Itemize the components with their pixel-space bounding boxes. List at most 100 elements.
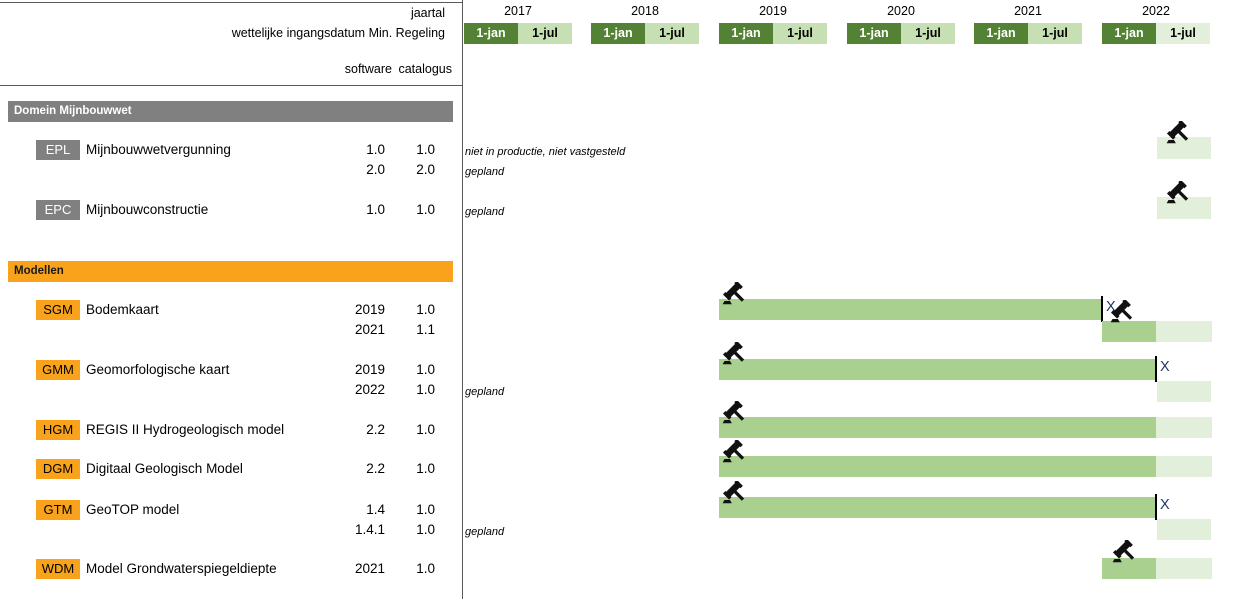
jaartal-value: 2.2 bbox=[366, 422, 385, 437]
jaartal-value: 2019 bbox=[354, 302, 385, 317]
gavel-icon bbox=[1165, 121, 1191, 147]
half-year-cell-jul: 1-jul bbox=[1156, 23, 1210, 44]
column-header-catalogus: catalogus bbox=[398, 62, 452, 76]
row-name-gmm: Geomorfologische kaart bbox=[86, 362, 230, 377]
gavel-icon bbox=[1111, 540, 1137, 566]
year-label: 2019 bbox=[759, 4, 787, 18]
row-name-dgm: Digitaal Geologisch Model bbox=[86, 461, 243, 476]
half-year-cell-jul: 1-jul bbox=[518, 23, 572, 44]
catalogus-value: 1.0 bbox=[416, 422, 435, 437]
year-label: 2021 bbox=[1014, 4, 1042, 18]
jaartal-value: 2.2 bbox=[366, 461, 385, 476]
gantt-bar-planned-sgm-v1-1 bbox=[1156, 321, 1212, 342]
row-code-badge-epl: EPL bbox=[36, 140, 80, 160]
jaartal-value: 1.0 bbox=[366, 202, 385, 217]
row-name-epl: Mijnbouwwetvergunning bbox=[86, 142, 231, 157]
row-name-wdm: Model Grondwaterspiegeldiepte bbox=[86, 561, 277, 576]
half-year-cell-jan: 1-jan bbox=[974, 23, 1028, 44]
section-header-domein-mijnbouwwet: Domein Mijnbouwwet bbox=[8, 101, 453, 122]
panel-separator-line bbox=[462, 0, 463, 599]
row-code-badge-epc: EPC bbox=[36, 200, 80, 220]
row-code-badge-dgm: DGM bbox=[36, 459, 80, 479]
status-note: gepland bbox=[465, 166, 505, 178]
half-year-cell-jul: 1-jul bbox=[773, 23, 827, 44]
end-x-mark: X bbox=[1106, 299, 1116, 315]
jaartal-value: 2022 bbox=[354, 382, 385, 397]
jaartal-value: 1.4 bbox=[366, 502, 385, 517]
jaartal-value: 1.0 bbox=[366, 142, 385, 157]
header-separator-line bbox=[0, 85, 462, 86]
year-label: 2018 bbox=[631, 4, 659, 18]
catalogus-value: 1.1 bbox=[416, 322, 435, 337]
year-label: 2022 bbox=[1142, 4, 1170, 18]
jaartal-value: 2021 bbox=[354, 561, 385, 576]
half-year-cell-jan: 1-jan bbox=[719, 23, 773, 44]
gantt-bar-sgm-v1-1 bbox=[1102, 321, 1156, 342]
catalogus-value: 1.0 bbox=[416, 502, 435, 517]
end-tick bbox=[1101, 296, 1103, 322]
row-code-badge-sgm: SGM bbox=[36, 300, 80, 320]
row-name-hgm: REGIS II Hydrogeologisch model bbox=[86, 422, 285, 437]
end-x-mark: X bbox=[1160, 359, 1170, 375]
catalogus-value: 2.0 bbox=[416, 162, 435, 177]
gavel-icon bbox=[721, 282, 747, 308]
gavel-icon bbox=[721, 440, 747, 466]
gantt-bar-planned-gtm-v1-4-1 bbox=[1157, 519, 1211, 540]
year-column-2020: 2020 1-jan 1-jul bbox=[847, 4, 955, 44]
column-header-jaartal: jaartal bbox=[410, 6, 445, 20]
status-note: gepland bbox=[465, 526, 505, 538]
end-x-mark: X bbox=[1160, 497, 1170, 513]
half-year-cell-jan: 1-jan bbox=[464, 23, 518, 44]
row-name-sgm: Bodemkaart bbox=[86, 302, 159, 317]
half-year-cell-jul: 1-jul bbox=[645, 23, 699, 44]
row-name-epc: Mijnbouwconstructie bbox=[86, 202, 209, 217]
gavel-icon bbox=[1109, 300, 1135, 326]
jaartal-value: 2.0 bbox=[366, 162, 385, 177]
gavel-icon bbox=[721, 342, 747, 368]
row-code-badge-gmm: GMM bbox=[36, 360, 80, 380]
gantt-bar-wdm bbox=[1102, 558, 1156, 579]
section-header-modellen: Modellen bbox=[8, 261, 453, 282]
column-header-regeling: wettelijke ingangsdatum Min. Regeling bbox=[231, 26, 445, 40]
gantt-bar-sgm-v1 bbox=[719, 299, 1102, 320]
catalogus-value: 1.0 bbox=[416, 461, 435, 476]
half-year-cell-jan: 1-jan bbox=[1102, 23, 1156, 44]
catalogus-value: 1.0 bbox=[416, 561, 435, 576]
jaartal-value: 2019 bbox=[354, 362, 385, 377]
status-note: gepland bbox=[465, 206, 505, 218]
jaartal-value: 2021 bbox=[354, 322, 385, 337]
gantt-bar-planned-hgm bbox=[1156, 417, 1212, 438]
catalogus-value: 1.0 bbox=[416, 302, 435, 317]
gantt-bar-gmm-v1 bbox=[719, 359, 1156, 380]
half-year-cell-jan: 1-jan bbox=[847, 23, 901, 44]
year-column-2017: 2017 1-jan 1-jul bbox=[464, 4, 572, 44]
year-column-2019: 2019 1-jan 1-jul bbox=[719, 4, 827, 44]
row-code-badge-hgm: HGM bbox=[36, 420, 80, 440]
catalogus-value: 1.0 bbox=[416, 522, 435, 537]
year-column-2021: 2021 1-jan 1-jul bbox=[974, 4, 1082, 44]
year-label: 2017 bbox=[504, 4, 532, 18]
gantt-bar-planned-wdm bbox=[1156, 558, 1212, 579]
gantt-bar-gtm-v1-4 bbox=[719, 497, 1156, 518]
catalogus-value: 1.0 bbox=[416, 382, 435, 397]
year-label: 2020 bbox=[887, 4, 915, 18]
row-name-gtm: GeoTOP model bbox=[86, 502, 180, 517]
end-tick bbox=[1155, 356, 1157, 382]
top-border-line bbox=[0, 2, 462, 3]
gantt-bar-hgm bbox=[719, 417, 1156, 438]
year-column-2018: 2018 1-jan 1-jul bbox=[591, 4, 699, 44]
end-tick bbox=[1155, 494, 1157, 520]
half-year-cell-jul: 1-jul bbox=[901, 23, 955, 44]
column-header-software: software bbox=[344, 62, 392, 76]
jaartal-value: 1.4.1 bbox=[354, 522, 385, 537]
gavel-icon bbox=[721, 401, 747, 427]
catalogus-value: 1.0 bbox=[416, 202, 435, 217]
half-year-cell-jan: 1-jan bbox=[591, 23, 645, 44]
gantt-bar-planned-dgm bbox=[1156, 456, 1212, 477]
gantt-bar-planned-gmm-2022 bbox=[1157, 381, 1211, 402]
catalogus-value: 1.0 bbox=[416, 142, 435, 157]
status-note: niet in productie, niet vastgesteld bbox=[465, 146, 626, 158]
gantt-bar-dgm bbox=[719, 456, 1156, 477]
status-note: gepland bbox=[465, 386, 505, 398]
